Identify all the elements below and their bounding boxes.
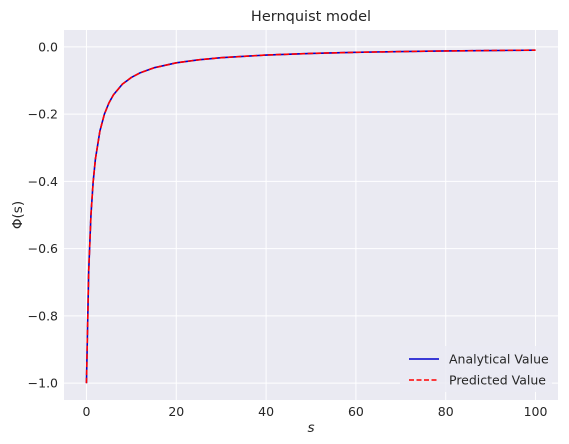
y-tick-label: −0.2 [28,107,58,122]
x-tick-label: 40 [258,404,274,419]
x-axis-label: s [307,420,314,436]
legend-label-predicted: Predicted Value [449,373,546,388]
x-tick-label: 100 [524,404,548,419]
legend: Analytical Value Predicted Value [400,346,552,392]
y-tick-label: −1.0 [28,376,58,391]
legend-label-analytical: Analytical Value [449,352,549,367]
y-tick-label: −0.6 [28,241,58,256]
y-axis-label: Φ(s) [10,201,26,229]
y-tick-label: 0.0 [38,39,58,54]
y-tick-label: −0.8 [28,308,58,323]
chart-title: Hernquist model [251,9,371,25]
x-tick-label: 20 [168,404,184,419]
y-tick-label: −0.4 [28,174,58,189]
plot-area [64,30,558,400]
x-tick-label: 80 [438,404,454,419]
x-tick-label: 60 [348,404,364,419]
x-tick-label: 0 [82,404,90,419]
